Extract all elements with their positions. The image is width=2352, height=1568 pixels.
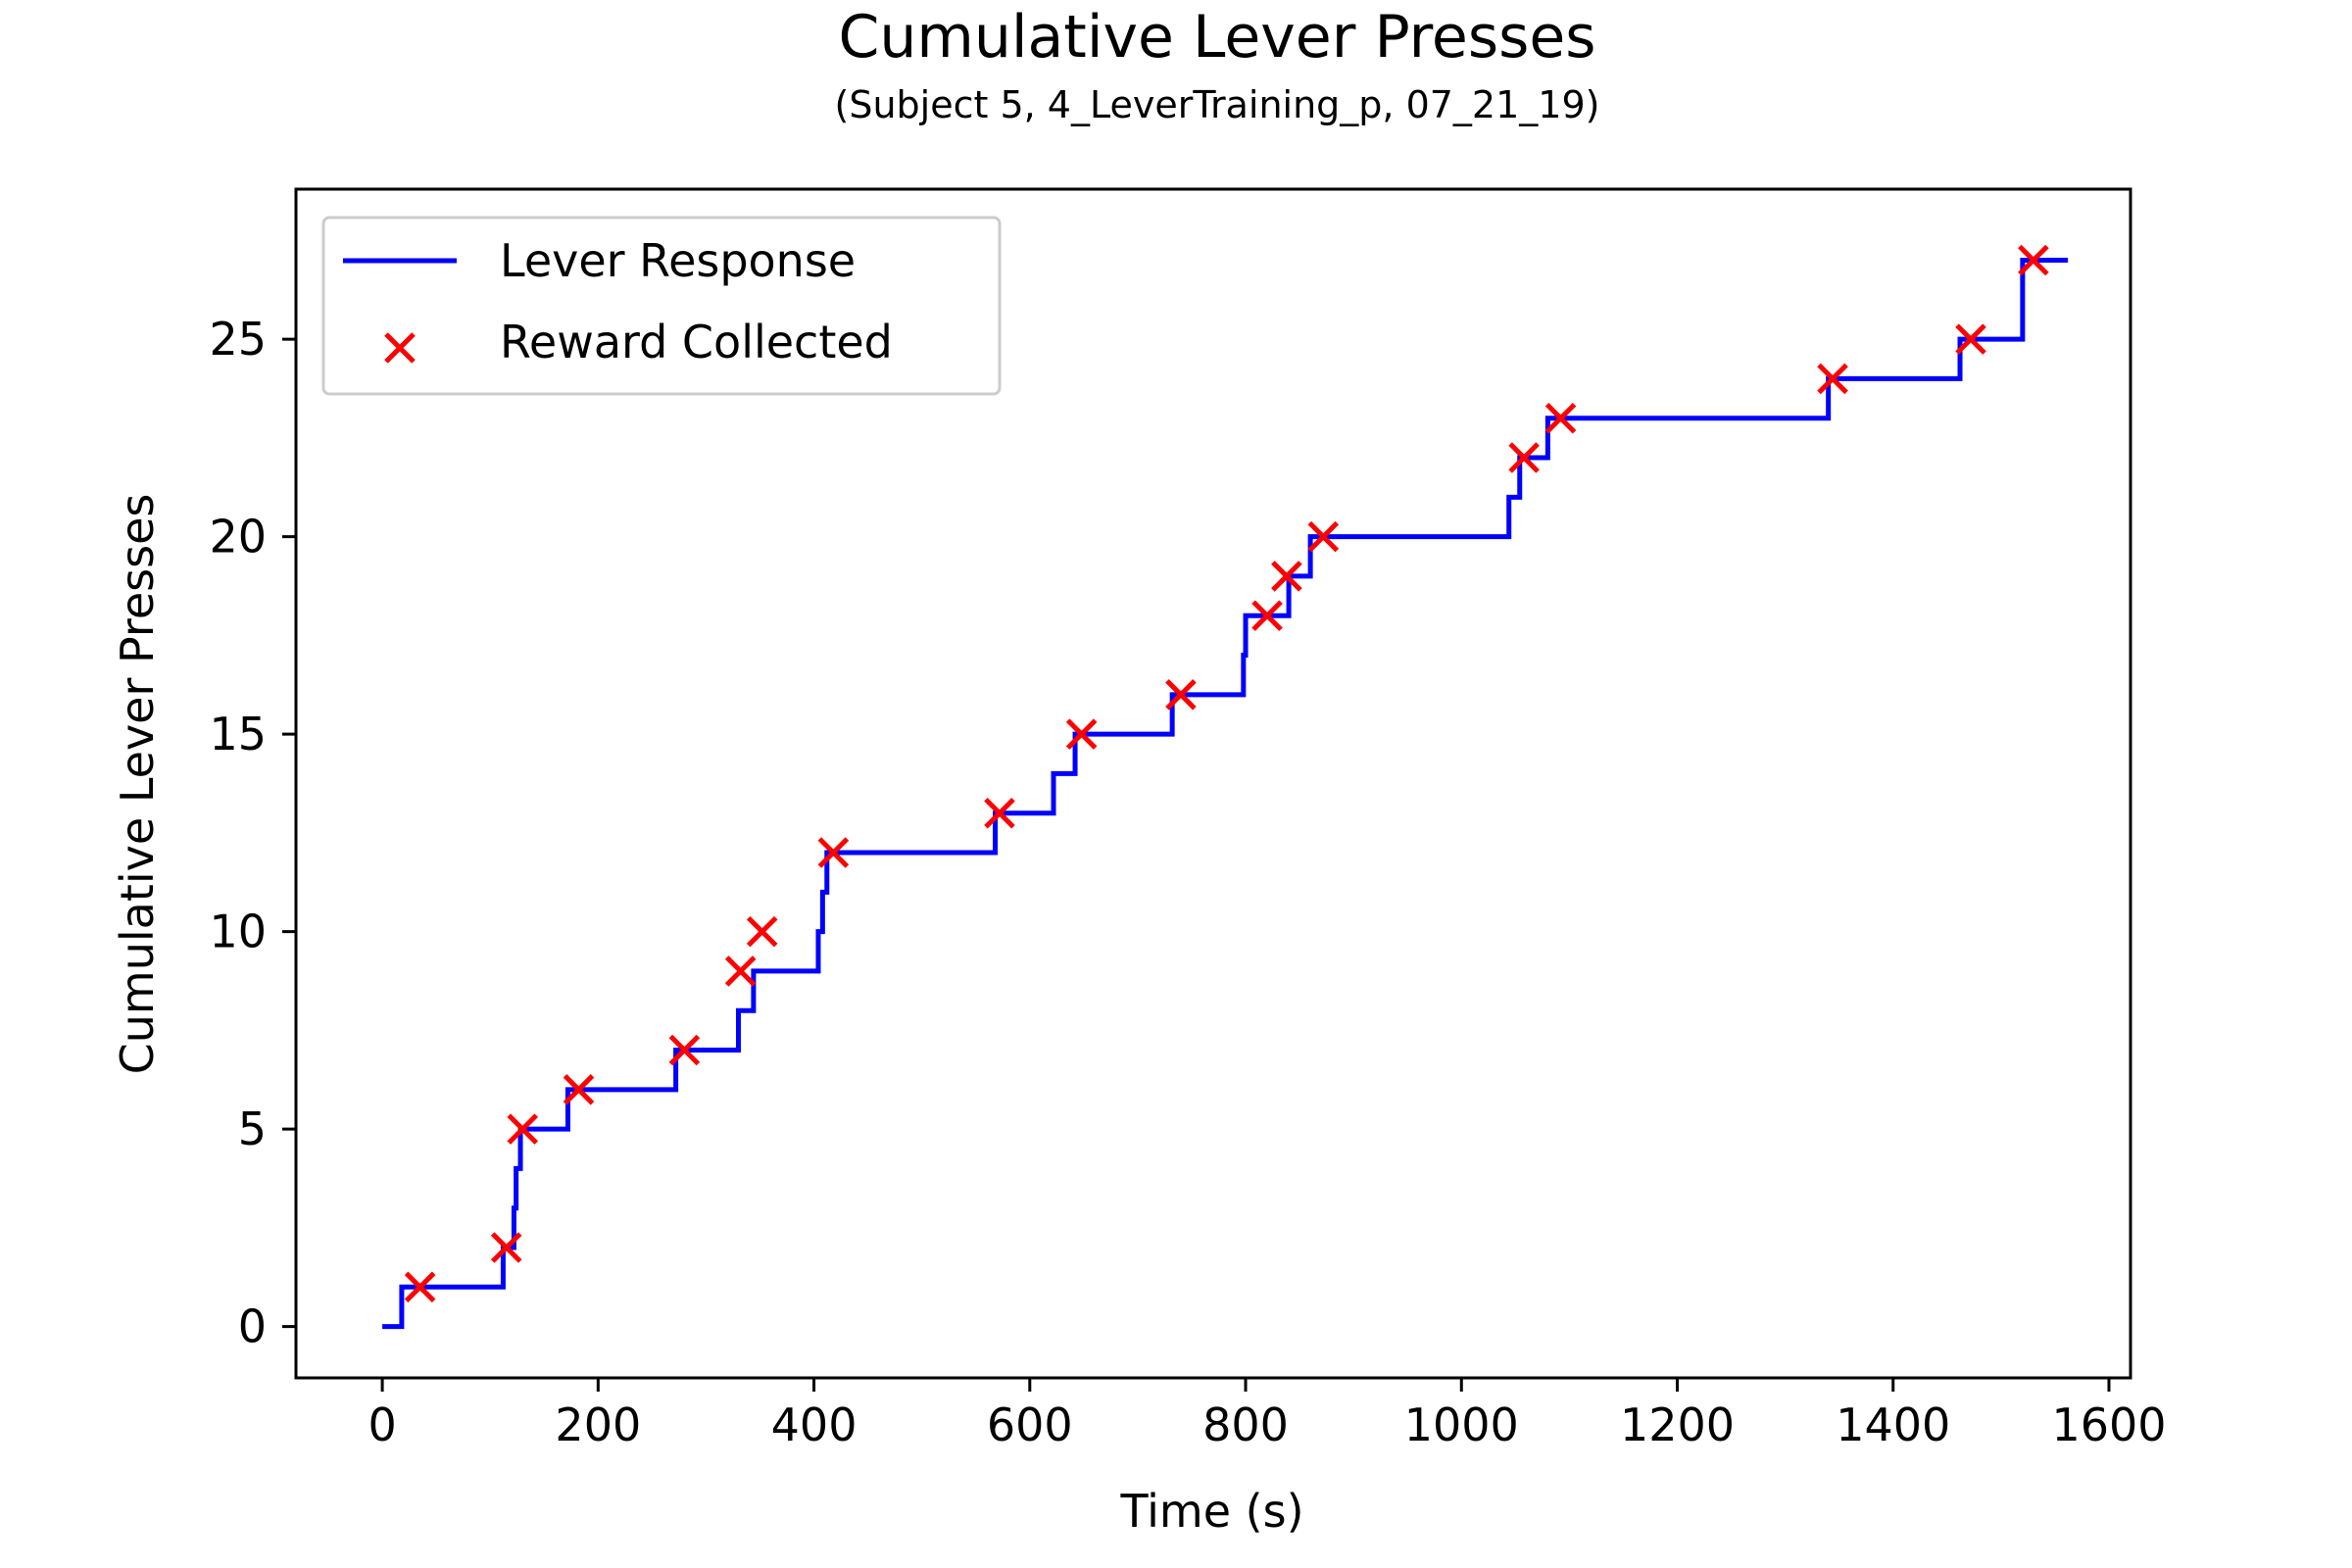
reward-collected-marker xyxy=(746,915,778,948)
reward-collected-marker xyxy=(490,1232,522,1263)
y-tick-label: 20 xyxy=(209,511,267,564)
y-tick-label: 15 xyxy=(209,708,267,760)
x-tick-label: 600 xyxy=(987,1398,1073,1451)
reward-collected-marker xyxy=(1271,561,1302,592)
y-axis-ticks: 0 5 10 15 20 25 xyxy=(209,313,296,1353)
y-tick-label: 5 xyxy=(238,1102,267,1155)
reward-collected-marker xyxy=(404,1271,436,1303)
legend-label-reward-collected: Reward Collected xyxy=(500,316,893,368)
legend: Lever Response Reward Collected xyxy=(321,216,1002,396)
chart-title: Cumulative Lever Presses xyxy=(838,3,1595,72)
x-tick-label: 200 xyxy=(555,1398,641,1451)
reward-collected-marker xyxy=(1544,402,1577,434)
y-tick-label: 25 xyxy=(209,313,267,366)
x-tick-label: 1600 xyxy=(2051,1398,2166,1451)
reward-collected-marker xyxy=(1307,520,1340,553)
reward-collected-marker xyxy=(1065,718,1098,750)
reward-collected-marker xyxy=(563,1074,595,1105)
x-tick-label: 0 xyxy=(368,1398,396,1451)
plot-area-frame xyxy=(294,187,2132,1380)
lever-response-step-line xyxy=(382,258,2069,1330)
reward-collected-marker xyxy=(1251,600,1283,631)
x-axis-ticks: 0 200 400 600 800 1000 1200 1400 1600 xyxy=(368,1378,2167,1451)
x-tick-label: 1200 xyxy=(1620,1398,1735,1451)
y-axis-label: Cumulative Lever Presses xyxy=(111,494,164,1075)
series-layer xyxy=(382,244,2069,1330)
x-axis-label: Time (s) xyxy=(1119,1485,1303,1538)
reward-collected-marker xyxy=(2018,244,2049,276)
x-tick-label: 800 xyxy=(1202,1398,1289,1451)
x-tick-label: 1000 xyxy=(1404,1398,1519,1451)
legend-x-marker-swatch xyxy=(384,332,416,364)
reward-collected-marker xyxy=(1165,679,1197,710)
y-tick-label: 0 xyxy=(238,1300,267,1353)
chart-subtitle: (Subject 5, 4_LeverTraining_p, 07_21_19) xyxy=(835,83,1600,126)
x-tick-label: 1400 xyxy=(1836,1398,1950,1451)
reward-collected-marker xyxy=(984,797,1015,829)
legend-label-lever-response: Lever Response xyxy=(500,234,856,287)
reward-collected-marker xyxy=(817,837,850,868)
reward-collected-marker xyxy=(1817,363,1848,395)
reward-collected-marker xyxy=(1508,442,1540,473)
reward-collected-marker xyxy=(724,956,757,987)
reward-collected-marker xyxy=(668,1034,701,1066)
y-tick-label: 10 xyxy=(209,906,267,958)
reward-collected-marker xyxy=(507,1113,539,1145)
legend-box xyxy=(321,216,1002,396)
x-tick-label: 400 xyxy=(771,1398,858,1451)
reward-collected-marker xyxy=(1955,323,1986,355)
